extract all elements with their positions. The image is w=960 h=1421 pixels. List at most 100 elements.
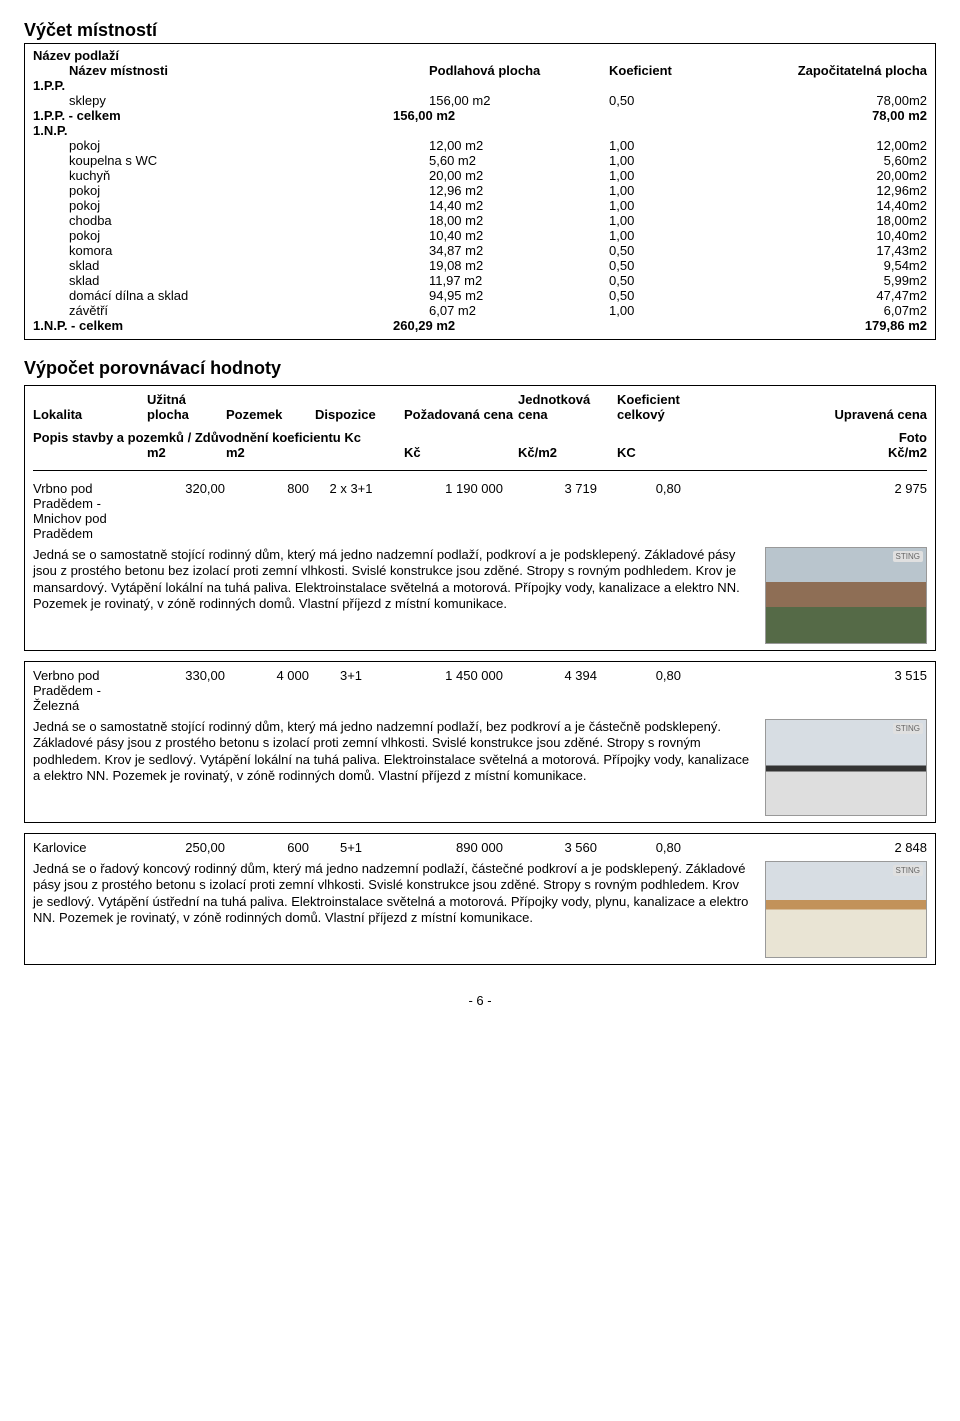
page-number: - 6 - (24, 993, 936, 1008)
u-m2b: m2 (226, 445, 311, 460)
room-calc: 20,00m2 (719, 168, 927, 183)
sum-area: 260,29 m2 (393, 318, 573, 333)
room-name: kuchyň (33, 168, 429, 183)
room-area: 20,00 m2 (429, 168, 609, 183)
col-room-name: Název místnosti (33, 63, 429, 78)
val-disp: 3+1 (313, 668, 389, 683)
calc-title: Výpočet porovnávací hodnoty (24, 358, 936, 379)
room-calc: 18,00m2 (719, 213, 927, 228)
room-row: komora34,87 m20,5017,43m2 (33, 243, 927, 258)
h-coef: Koeficient celkový (617, 392, 707, 422)
card-values: Vrbno pod Pradědem - Mnichov pod Praděde… (33, 481, 927, 541)
val-adj: 2 975 (685, 481, 927, 496)
card-values: Verbno pod Pradědem - Železná 330,00 4 000… (33, 668, 927, 713)
room-row: koupelna s WC5,60 m21,005,60m2 (33, 153, 927, 168)
room-calc: 14,40m2 (719, 198, 927, 213)
room-area: 18,00 m2 (429, 213, 609, 228)
u-kcm2b: Kč/m2 (711, 445, 927, 460)
room-name: domácí dílna a sklad (33, 288, 429, 303)
val-coef: 0,80 (601, 668, 681, 683)
card-body: Jedná se o řadový koncový rodinný dům, k… (33, 861, 927, 958)
room-area: 12,00 m2 (429, 138, 609, 153)
room-name: pokoj (33, 138, 429, 153)
property-photo: STING (765, 719, 927, 816)
room-coef: 0,50 (609, 273, 719, 288)
room-area: 6,07 m2 (429, 303, 609, 318)
val-loc: Verbno pod Pradědem - Železná (33, 668, 141, 713)
sub-foto: Foto (711, 430, 927, 445)
val-disp: 5+1 (313, 840, 389, 855)
u-kcap: KC (617, 445, 707, 460)
val-unit: 3 719 (507, 481, 597, 496)
room-name: chodba (33, 213, 429, 228)
room-coef: 1,00 (609, 303, 719, 318)
room-row: pokoj14,40 m21,0014,40m2 (33, 198, 927, 213)
room-name: závětří (33, 303, 429, 318)
room-area: 34,87 m2 (429, 243, 609, 258)
sum-calc: 179,86 m2 (573, 318, 927, 333)
room-name: pokoj (33, 228, 429, 243)
val-unit: 3 560 (507, 840, 597, 855)
val-loc: Vrbno pod Pradědem - Mnichov pod Praděde… (33, 481, 141, 541)
card-values: Karlovice250,006005+1890 0003 5600,802 8… (33, 840, 927, 855)
card-text: Jedná se o řadový koncový rodinný dům, k… (33, 861, 751, 958)
room-calc: 10,40m2 (719, 228, 927, 243)
room-coef: 0,50 (609, 93, 719, 108)
property-photo: STING (765, 547, 927, 644)
room-coef: 1,00 (609, 183, 719, 198)
val-loc: Karlovice (33, 840, 141, 855)
divider (33, 470, 927, 471)
room-calc: 12,00m2 (719, 138, 927, 153)
photo-badge: STING (893, 551, 923, 562)
card-box: Karlovice250,006005+1890 0003 5600,802 8… (24, 833, 936, 965)
room-coef: 1,00 (609, 198, 719, 213)
sum-calc: 78,00 m2 (573, 108, 927, 123)
val-area: 320,00 (145, 481, 225, 496)
u-kcm2: Kč/m2 (518, 445, 613, 460)
room-calc: 17,43m2 (719, 243, 927, 258)
room-name: sklad (33, 273, 429, 288)
room-calc: 47,47m2 (719, 288, 927, 303)
room-row: pokoj12,96 m21,0012,96m2 (33, 183, 927, 198)
rooms-box: Název podlaží Název místnosti Podlahová … (24, 43, 936, 340)
sum-area: 156,00 m2 (393, 108, 573, 123)
val-coef: 0,80 (601, 481, 681, 496)
room-row: sklepy156,00 m20,5078,00m2 (33, 93, 927, 108)
room-calc: 5,60m2 (719, 153, 927, 168)
val-land: 800 (229, 481, 309, 496)
rooms-header: Název místnosti Podlahová plocha Koefici… (33, 63, 927, 78)
room-coef: 1,00 (609, 153, 719, 168)
calc-subhead: Popis stavby a pozemků / Zdůvodnění koef… (33, 430, 927, 445)
h-adj: Upravená cena (711, 407, 927, 422)
room-area: 14,40 m2 (429, 198, 609, 213)
room-name: pokoj (33, 183, 429, 198)
floor-row: 1.P.P. (33, 78, 927, 93)
val-land: 600 (229, 840, 309, 855)
val-area: 250,00 (145, 840, 225, 855)
property-photo: STING (765, 861, 927, 958)
room-coef: 1,00 (609, 213, 719, 228)
floor-sum: 1.N.P. - celkem260,29 m2179,86 m2 (33, 318, 927, 333)
room-row: pokoj10,40 m21,0010,40m2 (33, 228, 927, 243)
card-body: Jedná se o samostatně stojící rodinný dů… (33, 719, 927, 816)
calc-units: m2 m2 Kč Kč/m2 KC Kč/m2 (33, 445, 927, 460)
val-land: 4 000 (229, 668, 309, 683)
u-m2a: m2 (147, 445, 222, 460)
room-calc: 78,00m2 (719, 93, 927, 108)
photo-badge: STING (893, 865, 923, 876)
val-unit: 4 394 (507, 668, 597, 683)
h-disp: Dispozice (315, 407, 400, 422)
floor-sum: 1.P.P. - celkem156,00 m278,00 m2 (33, 108, 927, 123)
room-row: závětří6,07 m21,006,07m2 (33, 303, 927, 318)
card-box: Verbno pod Pradědem - Železná 330,00 4 000… (24, 661, 936, 823)
val-disp: 2 x 3+1 (313, 481, 389, 496)
room-row: domácí dílna a sklad94,95 m20,5047,47m2 (33, 288, 927, 303)
h-price: Požadovaná cena (404, 407, 514, 422)
room-area: 94,95 m2 (429, 288, 609, 303)
room-area: 156,00 m2 (429, 93, 609, 108)
card-text: Jedná se o samostatně stojící rodinný dů… (33, 719, 751, 816)
photo-badge: STING (893, 723, 923, 734)
val-area: 330,00 (145, 668, 225, 683)
room-row: pokoj12,00 m21,0012,00m2 (33, 138, 927, 153)
sub-label: Popis stavby a pozemků / Zdůvodnění koef… (33, 430, 400, 445)
